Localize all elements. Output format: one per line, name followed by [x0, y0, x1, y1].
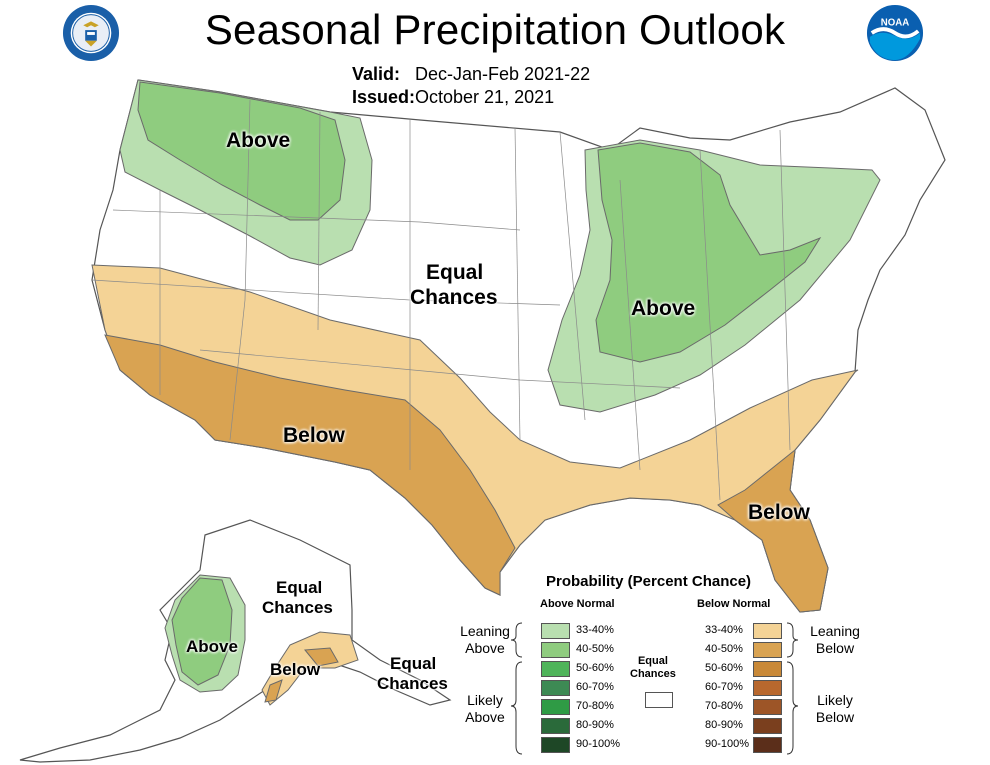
label-ak-above: Above — [186, 637, 238, 656]
legend-above-swatch — [541, 718, 570, 734]
legend-below-swatch — [753, 680, 782, 696]
southwest-below-40-50 — [104, 334, 516, 596]
noaa-logo: NOAA — [866, 4, 924, 62]
legend-brackets — [510, 622, 799, 755]
alaska-below-33-40 — [261, 631, 359, 706]
legend-equal-chances: Equal Chances — [630, 655, 676, 681]
label-se-below: Below — [748, 501, 810, 524]
issued-row: Issued: October 21, 2021 — [352, 87, 554, 108]
legend-below-swatch — [753, 642, 782, 658]
label-central-chances: Chances — [410, 286, 498, 309]
legend-below-label: 80-90% — [705, 719, 743, 731]
label-great-lakes-above: Above — [631, 297, 696, 320]
label-ak-se-equal: Equal — [390, 654, 437, 673]
valid-row: Valid: Dec-Jan-Feb 2021-22 — [352, 64, 590, 85]
page-title: Seasonal Precipitation Outlook — [204, 6, 786, 53]
legend-below-label: 70-80% — [705, 700, 743, 712]
legend-above-swatch — [541, 737, 570, 753]
leaning-above-line1: Leaning — [460, 623, 510, 639]
svg-text:NOAA: NOAA — [881, 17, 909, 28]
equal-chances-line1: Equal — [637, 655, 668, 667]
legend-title: Probability (Percent Chance) — [546, 573, 752, 590]
great-lakes-above-40-50 — [595, 142, 822, 363]
legend-above-swatch — [541, 661, 570, 677]
likely-above-line2: Above — [465, 709, 505, 725]
legend-above-label: 40-50% — [576, 643, 614, 655]
label-ak-equal: Equal — [276, 578, 323, 597]
legend-above-swatch — [541, 680, 570, 696]
label-sw-below: Below — [283, 424, 345, 447]
legend-leaning-below: Leaning Below — [803, 623, 867, 657]
legend-below-label: 40-50% — [705, 643, 743, 655]
legend-above-swatch — [541, 642, 570, 658]
legend-leaning-above: Leaning Above — [456, 623, 514, 657]
legend-below-swatch — [753, 661, 782, 677]
likely-below-line2: Below — [815, 709, 855, 725]
southeast-below-40-50 — [717, 448, 829, 613]
legend-below-header: Below Normal — [697, 598, 771, 610]
label-central-equal: Equal — [426, 260, 483, 285]
legend-above-label: 80-90% — [576, 719, 614, 731]
legend-below-label: 33-40% — [705, 624, 743, 636]
legend-above-label: 33-40% — [576, 624, 614, 636]
state-boundaries — [91, 99, 791, 501]
valid-label: Valid: — [352, 64, 401, 84]
likely-below-line1: Likely — [817, 692, 853, 708]
leaning-above-line2: Above — [465, 640, 505, 656]
legend-below-swatch — [753, 699, 782, 715]
legend-likely-above: Likely Above — [456, 692, 514, 726]
label-ak-se-chances: Chances — [377, 674, 448, 693]
nw-above-40-50 — [137, 81, 346, 221]
alaska-below-40-50 — [264, 647, 339, 703]
leaning-below-line2: Below — [815, 640, 855, 656]
legend-likely-below: Likely Below — [803, 692, 867, 726]
legend-equal-chances-swatch — [645, 692, 673, 708]
label-central-equal-line1: Equal — [426, 261, 484, 284]
alaska-above-40-50 — [171, 577, 233, 686]
leaning-below-line1: Leaning — [810, 623, 860, 639]
issued-label: Issued: — [352, 87, 416, 107]
legend-below-label: 90-100% — [705, 738, 750, 750]
commerce-seal-logo — [62, 4, 120, 62]
legend-above-swatch — [541, 623, 570, 639]
legend-below-label: 50-60% — [705, 662, 743, 674]
label-nw-above: Above — [226, 129, 291, 152]
legend-below-label: 60-70% — [705, 681, 743, 693]
likely-above-line1: Likely — [467, 692, 503, 708]
issued-value: October 21, 2021 — [415, 87, 555, 107]
legend-below-swatch — [753, 737, 782, 753]
legend-below-swatch — [753, 623, 782, 639]
legend-above-label: 60-70% — [576, 681, 614, 693]
label-ak-chances: Chances — [262, 598, 333, 617]
legend-above-label: 90-100% — [576, 738, 621, 750]
equal-chances-line2: Chances — [630, 668, 676, 680]
legend-above-header: Above Normal — [540, 598, 615, 610]
legend-above-label: 70-80% — [576, 700, 614, 712]
label-ak-below: Below — [270, 660, 321, 679]
legend-above-label: 50-60% — [576, 662, 614, 674]
legend-below-swatch — [753, 718, 782, 734]
legend-above-swatch — [541, 699, 570, 715]
valid-value: Dec-Jan-Feb 2021-22 — [415, 64, 591, 84]
